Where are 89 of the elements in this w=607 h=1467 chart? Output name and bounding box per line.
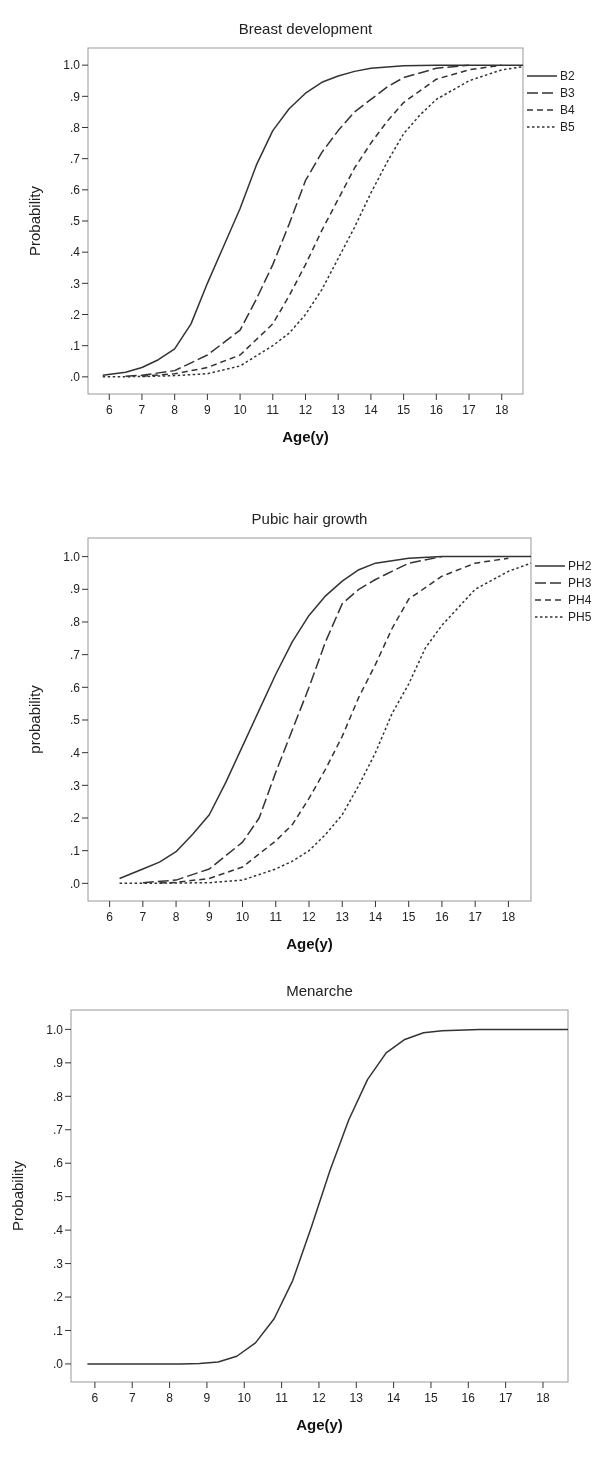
y-tick-label: .1 bbox=[69, 843, 81, 858]
x-tick-label: 10 bbox=[233, 403, 248, 417]
x-tick-label: 15 bbox=[402, 910, 416, 924]
x-tick-label: 13 bbox=[331, 403, 346, 417]
chart-title: Breast development bbox=[238, 20, 374, 37]
x-tick-label: 15 bbox=[424, 1391, 438, 1405]
y-tick-label: .5 bbox=[52, 1189, 64, 1204]
y-tick-label: .0 bbox=[52, 1357, 64, 1372]
y-tick-label: .3 bbox=[52, 1256, 64, 1271]
y-tick-label: .5 bbox=[69, 713, 81, 728]
y-tick-label: .9 bbox=[69, 582, 81, 597]
y-tick-label: .8 bbox=[52, 1089, 64, 1104]
legend-label: PH2 bbox=[568, 559, 592, 574]
x-tick-label: 12 bbox=[298, 403, 313, 417]
y-tick-label: .8 bbox=[69, 615, 81, 630]
x-tick-label: 7 bbox=[139, 910, 147, 924]
x-tick-label: 18 bbox=[536, 1391, 550, 1405]
x-tick-label: 17 bbox=[498, 1391, 513, 1405]
y-tick-label: .3 bbox=[69, 778, 81, 793]
y-tick-label: .1 bbox=[69, 338, 81, 353]
y-tick-label: .2 bbox=[52, 1290, 64, 1305]
x-tick-label: 11 bbox=[269, 910, 283, 924]
x-tick-label: 12 bbox=[302, 910, 316, 924]
y-tick-label: .9 bbox=[69, 89, 81, 104]
y-tick-label: 1.0 bbox=[63, 549, 81, 564]
y-tick-label: .2 bbox=[69, 811, 81, 826]
x-tick-label: 6 bbox=[91, 1391, 99, 1405]
x-tick-label: 16 bbox=[435, 910, 449, 924]
y-tick-label: .4 bbox=[69, 745, 81, 760]
x-tick-label: 9 bbox=[203, 1391, 211, 1405]
legend-label: PH4 bbox=[568, 593, 592, 608]
x-tick-label: 13 bbox=[335, 910, 350, 924]
legend-label: B2 bbox=[560, 69, 575, 84]
x-tick-label: 11 bbox=[266, 403, 280, 417]
chart-title: Menarche bbox=[286, 982, 353, 999]
y-tick-label: .4 bbox=[69, 245, 81, 260]
legend-label: PH5 bbox=[568, 610, 592, 625]
x-tick-label: 15 bbox=[396, 403, 411, 417]
x-tick-label: 18 bbox=[495, 403, 509, 417]
x-tick-label: 9 bbox=[205, 910, 213, 924]
y-tick-label: .7 bbox=[69, 151, 81, 166]
y-tick-label: .4 bbox=[52, 1223, 64, 1238]
x-tick-label: 16 bbox=[461, 1391, 476, 1405]
x-tick-label: 11 bbox=[275, 1391, 289, 1405]
x-tick-label: 13 bbox=[349, 1391, 364, 1405]
y-tick-label: .0 bbox=[69, 876, 81, 891]
x-tick-label: 16 bbox=[429, 403, 444, 417]
y-axis-title: probability bbox=[26, 684, 43, 754]
x-tick-label: 9 bbox=[204, 403, 212, 417]
y-tick-label: .6 bbox=[52, 1156, 64, 1171]
x-tick-label: 14 bbox=[386, 1391, 401, 1405]
x-tick-label: 7 bbox=[138, 403, 146, 417]
legend-label: B3 bbox=[560, 86, 575, 101]
x-tick-label: 18 bbox=[501, 910, 516, 924]
legend-label: B5 bbox=[560, 120, 575, 135]
y-tick-label: .7 bbox=[69, 647, 81, 662]
x-tick-label: 14 bbox=[364, 403, 378, 417]
x-tick-label: 17 bbox=[468, 910, 483, 924]
legend-label: PH3 bbox=[568, 576, 592, 591]
x-tick-label: 8 bbox=[172, 910, 180, 924]
x-tick-label: 7 bbox=[128, 1391, 136, 1405]
x-tick-label: 12 bbox=[312, 1391, 326, 1405]
x-tick-label: 6 bbox=[106, 910, 114, 924]
y-axis-title: Probability bbox=[26, 185, 43, 257]
y-tick-label: .9 bbox=[52, 1056, 64, 1071]
legend-label: B4 bbox=[560, 103, 575, 118]
y-tick-label: .3 bbox=[69, 276, 81, 291]
y-tick-label: .0 bbox=[69, 370, 81, 385]
y-tick-label: .8 bbox=[69, 120, 81, 135]
y-axis-title: Probability bbox=[9, 1160, 26, 1232]
chart-title: Pubic hair growth bbox=[251, 510, 368, 527]
x-tick-label: 6 bbox=[105, 403, 113, 417]
x-axis-title: Age(y) bbox=[282, 428, 329, 445]
y-tick-label: 1.0 bbox=[63, 58, 81, 73]
x-axis-title: Age(y) bbox=[286, 935, 333, 952]
y-tick-label: .6 bbox=[69, 680, 81, 695]
x-axis-title: Age(y) bbox=[296, 1416, 343, 1433]
x-tick-label: 8 bbox=[171, 403, 179, 417]
y-tick-label: .2 bbox=[69, 307, 81, 322]
x-tick-label: 8 bbox=[166, 1391, 174, 1405]
y-tick-label: 1.0 bbox=[46, 1022, 64, 1037]
y-tick-label: .7 bbox=[52, 1122, 64, 1137]
x-tick-label: 17 bbox=[462, 403, 477, 417]
x-tick-label: 14 bbox=[368, 910, 383, 924]
x-tick-label: 10 bbox=[237, 1391, 252, 1405]
y-tick-label: .1 bbox=[52, 1323, 64, 1338]
y-tick-label: .6 bbox=[69, 183, 81, 198]
y-tick-label: .5 bbox=[69, 214, 81, 229]
x-tick-label: 10 bbox=[235, 910, 250, 924]
